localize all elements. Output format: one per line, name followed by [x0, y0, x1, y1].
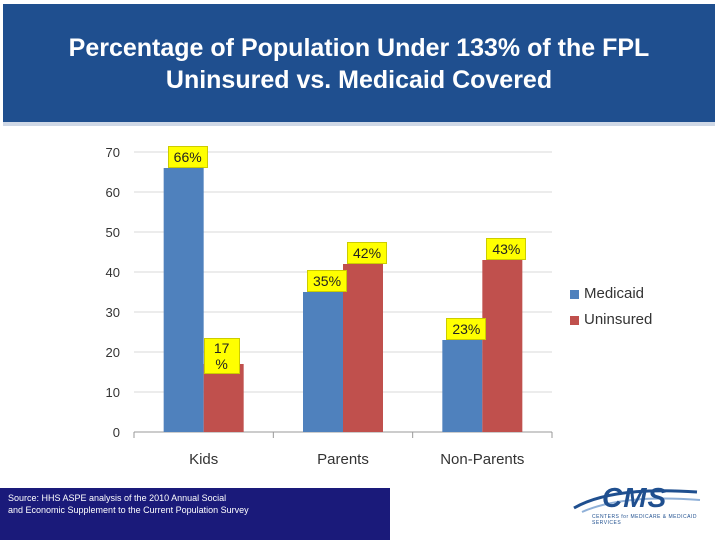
data-label: 43% — [486, 238, 527, 260]
title-line-1: Percentage of Population Under 133% of t… — [68, 34, 650, 62]
y-tick-label: 60 — [106, 185, 120, 200]
y-tick-label: 50 — [106, 225, 120, 240]
logo-swoosh-icon — [573, 489, 701, 513]
cms-logo: CMS CENTERS for MEDICARE & MEDICAID SERV… — [572, 478, 702, 528]
y-tick-label: 20 — [106, 345, 120, 360]
data-label: 35% — [307, 270, 348, 292]
data-label: 66% — [167, 146, 208, 168]
x-tick-label: Parents — [317, 451, 369, 468]
y-tick-label: 70 — [106, 145, 120, 160]
bar-medicaid-parents — [303, 292, 343, 432]
source-line-2: and Economic Supplement to the Current P… — [8, 505, 249, 515]
logo-subtext: CENTERS for MEDICARE & MEDICAID SERVICES — [592, 514, 697, 526]
title-line-2: Uninsured vs. Medicaid Covered — [165, 66, 553, 94]
data-label: 42% — [347, 242, 388, 264]
logo-text: CMS — [602, 482, 668, 513]
bar-uninsured-kids — [203, 364, 244, 432]
bar-uninsured-parents — [343, 264, 383, 432]
y-tick-label: 30 — [106, 305, 120, 320]
bar-medicaid-non-parents — [442, 340, 483, 432]
legend-item-medicaid: Medicaid — [570, 285, 644, 302]
y-tick-label: 10 — [106, 385, 120, 400]
legend-label: Medicaid — [584, 285, 645, 302]
slide-title: Percentage of Population Under 133% of t… — [3, 32, 715, 96]
data-label: 17 % — [203, 338, 240, 374]
bar-uninsured-non-parents — [482, 260, 523, 432]
bar-medicaid-kids — [163, 168, 204, 432]
title-banner: Percentage of Population Under 133% of t… — [3, 4, 715, 126]
data-label: 23% — [446, 318, 487, 340]
legend-label: Uninsured — [584, 311, 653, 328]
source-line-1: Source: HHS ASPE analysis of the 2010 An… — [8, 493, 227, 503]
legend-item-uninsured: Uninsured — [570, 311, 652, 328]
x-tick-label: Non-Parents — [440, 451, 524, 468]
x-tick-label: Kids — [189, 451, 218, 468]
source-note: Source: HHS ASPE analysis of the 2010 An… — [0, 488, 390, 540]
y-tick-label: 40 — [106, 265, 120, 280]
legend-swatch — [570, 289, 579, 299]
legend-swatch — [570, 315, 579, 325]
y-tick-label: 0 — [113, 425, 120, 440]
